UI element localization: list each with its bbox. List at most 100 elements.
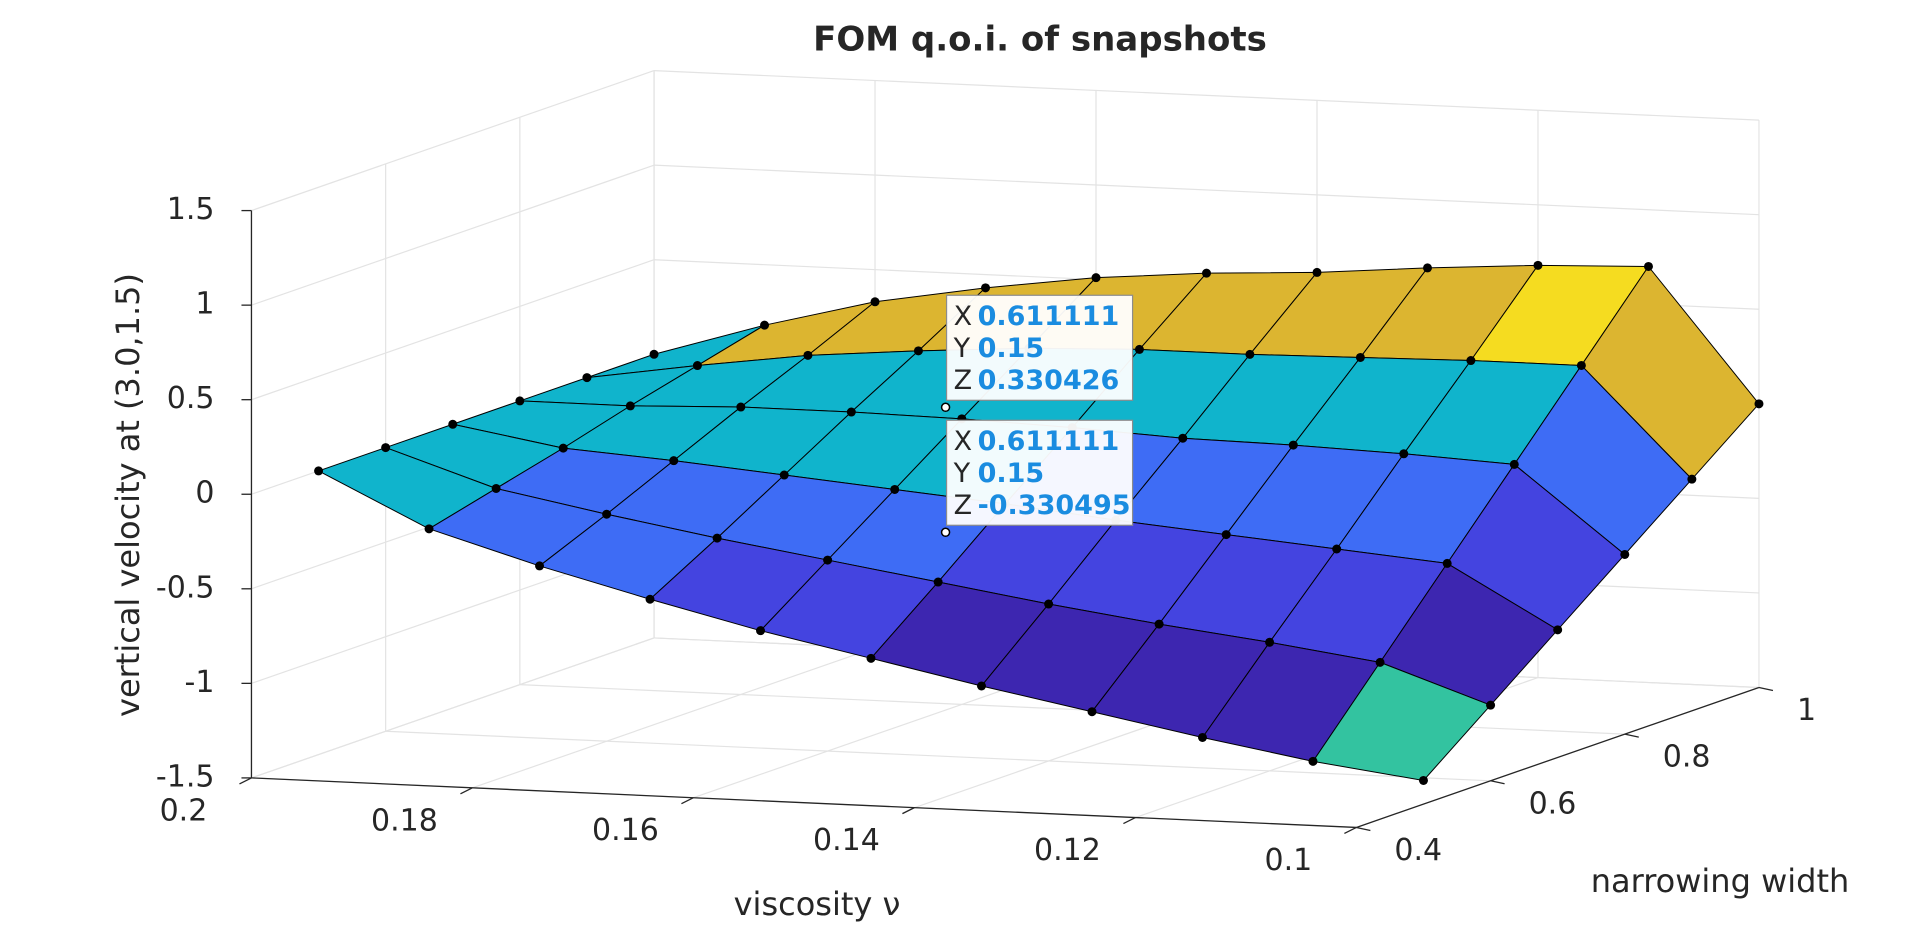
y-tick-label: 0.16 bbox=[592, 813, 659, 848]
vertex-marker bbox=[491, 483, 501, 493]
z-tick-label: 0 bbox=[195, 476, 214, 511]
datatip-label: Z bbox=[954, 365, 973, 396]
tick-mark bbox=[1123, 816, 1136, 825]
vertex-marker bbox=[515, 396, 525, 406]
vertex-marker bbox=[1308, 756, 1318, 766]
vertex-marker bbox=[981, 283, 991, 293]
datatip-value: 0.330426 bbox=[978, 365, 1120, 396]
vertex-marker bbox=[1442, 558, 1452, 568]
datatip-label: X bbox=[954, 426, 973, 457]
tick-mark bbox=[681, 797, 694, 805]
vertex-marker bbox=[1466, 356, 1476, 366]
vertex-marker bbox=[1399, 449, 1409, 459]
datatip-value: 0.611111 bbox=[978, 426, 1120, 457]
vertex-marker bbox=[1533, 260, 1543, 270]
vertex-marker bbox=[448, 419, 458, 429]
y-tick-label: 0.18 bbox=[371, 803, 438, 838]
z-tick-label: -1.5 bbox=[156, 759, 215, 794]
datatip-value: -0.330495 bbox=[978, 490, 1131, 521]
tick-mark bbox=[1758, 686, 1774, 692]
vertex-marker bbox=[1265, 637, 1275, 647]
vertex-marker bbox=[1486, 700, 1496, 710]
vertex-marker bbox=[381, 443, 391, 453]
vertex-marker bbox=[1044, 599, 1054, 609]
datatip-label: Y bbox=[953, 333, 971, 364]
y-tick-label: 0.2 bbox=[160, 793, 208, 828]
vertex-marker bbox=[890, 484, 900, 494]
y-axis bbox=[251, 777, 1357, 829]
tick-mark bbox=[1344, 826, 1357, 835]
x-tick-label: 1 bbox=[1797, 693, 1816, 728]
vertex-marker bbox=[669, 456, 679, 466]
z-tick-label: 0.5 bbox=[167, 381, 215, 416]
x-tick-label: 0.6 bbox=[1529, 786, 1577, 821]
z-tick-label: 1 bbox=[195, 287, 214, 322]
vertex-marker bbox=[866, 653, 876, 663]
z-tick-label: -0.5 bbox=[156, 570, 215, 605]
datatip-box bbox=[945, 419, 1134, 526]
vertex-marker bbox=[582, 373, 592, 383]
datatip-marker bbox=[940, 402, 951, 413]
vertex-marker bbox=[1202, 268, 1212, 278]
vertex-marker bbox=[1245, 349, 1255, 359]
y-axis-label: viscosity ν bbox=[734, 885, 901, 922]
vertex-marker bbox=[779, 470, 789, 480]
vertex-marker bbox=[756, 626, 766, 636]
vertex-marker bbox=[535, 561, 545, 571]
grid-line bbox=[472, 647, 876, 789]
tick-mark bbox=[239, 777, 252, 785]
vertex-marker bbox=[1312, 267, 1322, 277]
vertex-marker bbox=[692, 361, 702, 371]
datatip-value: 0.15 bbox=[978, 333, 1045, 364]
vertex-marker bbox=[870, 297, 880, 307]
vertex-marker bbox=[1754, 399, 1764, 409]
vertex-markers bbox=[314, 260, 1764, 785]
grid-line bbox=[654, 164, 1759, 216]
grid-line bbox=[654, 70, 1759, 121]
axes: -1.5 -1 -0.5 0 0.5 1 1.5 0.1 0.12 0.14 0.16 0.18 0.2… bbox=[156, 192, 1816, 878]
vertex-marker bbox=[1620, 549, 1630, 559]
vertex-marker bbox=[625, 401, 635, 411]
vertex-marker bbox=[1553, 625, 1563, 635]
tick-mark bbox=[1490, 780, 1505, 785]
x-tick-label: 0.4 bbox=[1394, 833, 1442, 868]
grid-line bbox=[385, 730, 1491, 782]
vertex-marker bbox=[1221, 530, 1231, 540]
vertex-marker bbox=[1422, 263, 1432, 273]
vertex-marker bbox=[913, 346, 923, 356]
vertex-marker bbox=[1087, 707, 1097, 717]
datatip-marker bbox=[940, 527, 951, 538]
tick-mark bbox=[1624, 733, 1639, 738]
z-tick-label: 1.5 bbox=[167, 192, 215, 227]
grid-line bbox=[251, 164, 655, 306]
vertex-marker bbox=[558, 443, 568, 453]
grid-line bbox=[251, 637, 655, 779]
vertex-marker bbox=[1509, 459, 1519, 469]
z-tick-label: -1 bbox=[185, 665, 215, 700]
x-axis bbox=[1356, 686, 1760, 829]
tick-mark bbox=[460, 787, 473, 795]
vertex-marker bbox=[1154, 619, 1164, 629]
vertex-marker bbox=[1091, 273, 1101, 283]
vertex-marker bbox=[1643, 261, 1653, 271]
vertex-marker bbox=[314, 466, 324, 476]
chart-title: FOM q.o.i. of snapshots bbox=[813, 20, 1267, 60]
y-tick-label: 0.1 bbox=[1265, 843, 1313, 878]
vertex-marker bbox=[977, 681, 987, 691]
datatip-value: 0.15 bbox=[978, 458, 1045, 489]
vertex-marker bbox=[736, 402, 746, 412]
vertex-marker bbox=[1375, 657, 1385, 667]
vertex-marker bbox=[1687, 474, 1697, 484]
grid-line bbox=[251, 70, 655, 212]
vertex-marker bbox=[933, 577, 943, 587]
y-tick-label: 0.14 bbox=[813, 823, 880, 858]
vertex-marker bbox=[1134, 344, 1144, 354]
vertex-marker bbox=[645, 594, 655, 604]
datatip-label: X bbox=[954, 301, 973, 332]
tick-mark bbox=[902, 807, 915, 815]
z-axis-label: vertical velocity at (3.0,1.5) bbox=[109, 273, 147, 717]
vertex-marker bbox=[760, 320, 770, 330]
vertex-marker bbox=[1332, 544, 1342, 554]
